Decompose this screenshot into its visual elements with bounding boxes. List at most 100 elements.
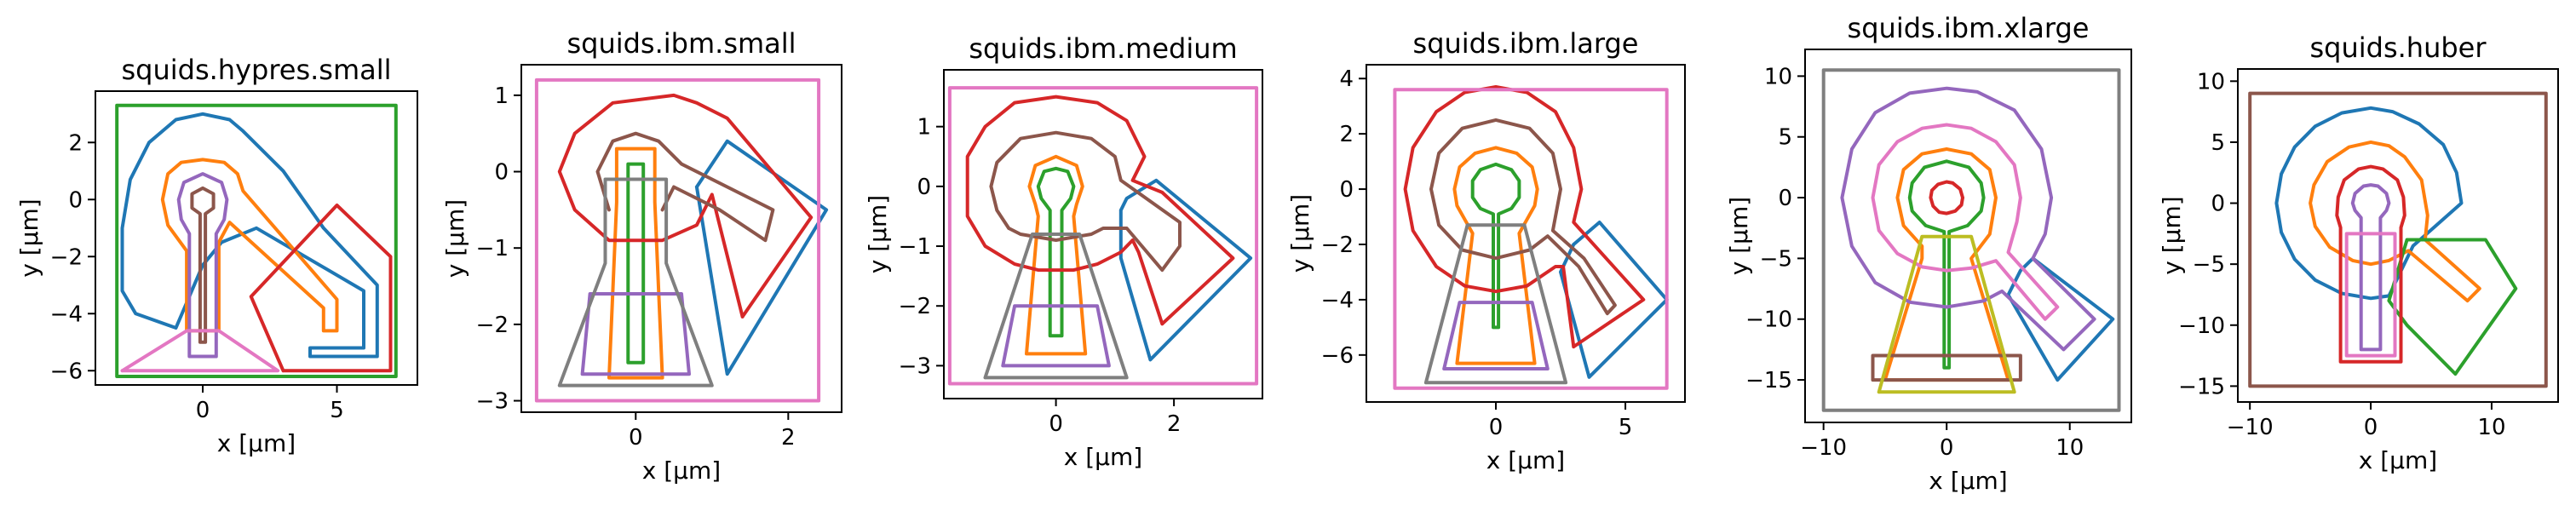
chart-title: squids.ibm.medium (969, 32, 1237, 65)
x-tick-label: 10 (2477, 415, 2505, 440)
series-group (534, 78, 829, 403)
x-tick-label: 2 (1167, 411, 1182, 437)
x-tick-label: 0 (1940, 435, 1954, 461)
y-tick-label: −4 (50, 301, 83, 327)
chart-title: squids.huber (2309, 32, 2487, 64)
series-line-C2 (115, 103, 398, 378)
x-tick-label: 10 (2056, 435, 2084, 461)
series-line-C0 (120, 112, 379, 359)
y-axis-label: y [µm] (1725, 197, 1753, 275)
y-tick-label: 0 (494, 160, 509, 186)
series-line-C1 (1883, 147, 2010, 382)
y-tick-label: 0 (2211, 192, 2225, 217)
series-line-C2 (626, 162, 646, 365)
chart-panel-2: 0 2 1 0 −1 −2 −3 squids.ibm.small x [µm] y [µm] (441, 27, 842, 485)
y-tick-label: −2 (50, 244, 83, 270)
y-tick-label: −10 (2178, 313, 2225, 339)
series-line-C2 (1907, 159, 1986, 370)
x-tick-label: −10 (2227, 415, 2274, 440)
y-tick-label: 5 (1778, 125, 1792, 151)
chart-title: squids.hypres.small (121, 54, 391, 86)
series-line-C5 (1429, 118, 1617, 316)
series-line-C3 (1403, 85, 1646, 349)
series-group (1393, 85, 1669, 390)
series-line-C7 (1821, 68, 2121, 412)
series-line-C4 (580, 292, 691, 376)
series-line-C5 (989, 130, 1182, 273)
y-axis-label: y [µm] (1286, 194, 1314, 273)
x-tick-label: 0 (1489, 415, 1504, 440)
y-tick-label: −2 (1321, 233, 1354, 258)
y-tick-label: −2 (476, 313, 509, 338)
series-line-C0 (1118, 178, 1253, 362)
y-axis-label: y [µm] (2158, 196, 2186, 274)
series-line-C6 (947, 86, 1259, 386)
y-tick-label: 0 (68, 187, 83, 213)
chart-panel-4: 0 5 4 2 0 −2 −4 −6 squids.ibm.large x [µm] y [µm] (1286, 27, 1686, 474)
axes-frame (2237, 68, 2559, 403)
series-line-C6 (534, 78, 821, 403)
y-tick-label: −2 (899, 294, 931, 319)
axes-frame (1366, 64, 1686, 403)
y-tick-label: 0 (1339, 177, 1354, 203)
series-line-C8 (1877, 234, 2016, 394)
x-tick-label: 0 (2364, 415, 2378, 440)
x-axis-label: x [µm] (642, 456, 721, 485)
axes-frame (943, 69, 1263, 399)
x-tick-label: 0 (629, 425, 643, 451)
y-tick-label: −3 (476, 389, 509, 415)
y-tick-label: −5 (2193, 252, 2225, 278)
series-line-C2 (1036, 166, 1076, 338)
series-line-C4 (2350, 183, 2391, 352)
series-group (1821, 68, 2121, 412)
chart-panel-5: −10 0 10 10 5 0 −5 −10 −15 squids.ibm.xlarge x [µm… (1725, 12, 2132, 495)
series-line-C6 (2344, 232, 2397, 358)
chart-panel-1: 0 5 2 0 −2 −4 −6 squids.hypres.small x [µm] y [µm… (15, 54, 418, 457)
y-tick-label: 2 (68, 130, 83, 156)
y-axis-label: y [µm] (441, 199, 469, 278)
series-line-C5 (2248, 91, 2548, 388)
series-line-C1 (1025, 154, 1088, 356)
chart-panel-3: 0 2 1 0 −1 −2 −3 squids.ibm.medium x [µm] y [µm] (864, 32, 1263, 471)
x-tick-label: 5 (330, 398, 344, 423)
series-line-C3 (1929, 180, 1964, 215)
axes-frame (1804, 49, 2132, 423)
x-axis-label: x [µm] (2359, 446, 2437, 474)
x-tick-label: 0 (196, 398, 210, 423)
y-axis-label: y [µm] (15, 198, 43, 277)
y-tick-label: 1 (917, 115, 931, 141)
x-tick-label: −10 (1800, 435, 1847, 461)
series-line-C5 (190, 186, 216, 344)
series-line-C1 (607, 146, 664, 380)
x-axis-label: x [µm] (1486, 446, 1565, 474)
y-tick-label: −6 (50, 359, 83, 384)
series-line-C6 (1871, 123, 2060, 321)
series-line-C6 (120, 329, 280, 373)
y-tick-label: −6 (1321, 343, 1354, 369)
y-tick-label: −5 (1760, 246, 1792, 272)
x-axis-label: x [µm] (217, 429, 296, 457)
series-group (947, 86, 1259, 386)
series-line-C4 (1840, 86, 2096, 352)
series-line-C7 (1423, 223, 1568, 385)
y-tick-label: −15 (2178, 374, 2225, 399)
chart-title: squids.ibm.small (566, 27, 796, 60)
chart-title: squids.ibm.large (1413, 27, 1639, 60)
y-tick-label: 4 (1339, 66, 1354, 92)
series-line-C1 (1452, 146, 1539, 365)
x-tick-label: 2 (781, 425, 796, 451)
x-tick-label: 0 (1049, 411, 1063, 437)
axes-frame (520, 64, 842, 413)
y-tick-label: 0 (917, 175, 931, 200)
y-tick-label: −15 (1745, 368, 1792, 393)
series-line-C0 (1559, 221, 1669, 379)
series-line-C3 (965, 95, 1235, 326)
y-tick-label: 0 (1778, 186, 1792, 211)
series-line-C0 (2006, 256, 2115, 382)
y-tick-label: −1 (899, 234, 931, 260)
series-line-C4 (1442, 301, 1550, 370)
x-axis-label: x [µm] (1064, 443, 1142, 471)
y-axis-label: y [µm] (864, 195, 892, 273)
